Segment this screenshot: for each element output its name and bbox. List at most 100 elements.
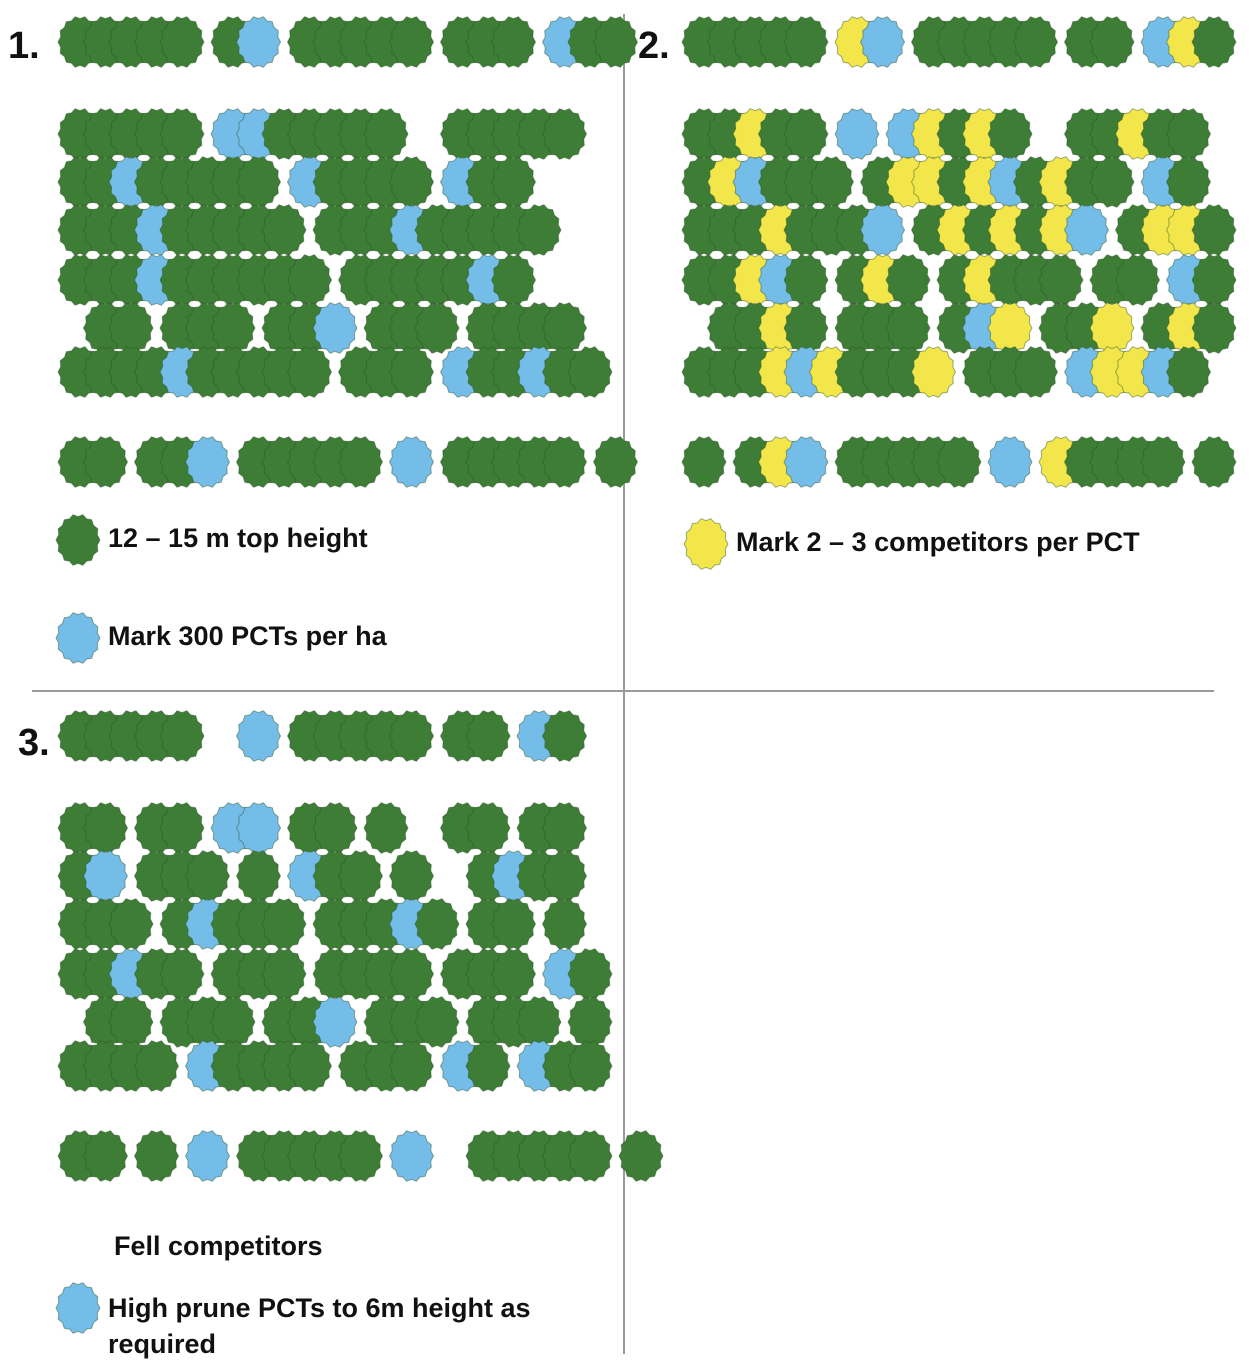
green-tree-icon [108,996,154,1048]
blue-tree-icon [312,302,358,354]
horizontal-divider [32,690,1214,692]
legend-item-fell-competitors: Fell competitors [60,1228,323,1264]
green-tree-icon [261,948,307,1000]
blue-tree-icon [82,850,129,902]
yellow-tree-icon [1089,302,1135,354]
panel-2-number: 2. [638,25,670,67]
green-tree-icon [1191,204,1237,256]
blue-tree-icon [783,436,829,488]
panel-1-number: 1. [8,25,40,67]
green-tree-icon [261,204,307,256]
green-tree-icon [82,436,129,488]
green-tree-icon [567,1130,613,1182]
blue-tree-icon [55,612,101,664]
green-tree-icon [1191,254,1237,306]
green-tree-icon [159,802,205,854]
green-tree-icon [108,302,154,354]
green-tree-icon [490,156,537,208]
green-tree-icon [312,802,358,854]
panel-2-stand [681,16,1237,488]
green-tree-icon [235,156,282,208]
green-tree-icon [1012,16,1059,68]
legend-label-mark-competitors: Mark 2 – 3 competitors per PCT [736,527,1140,557]
green-tree-icon [567,1040,613,1092]
green-tree-icon [783,302,829,354]
green-tree-icon [210,996,256,1048]
green-tree-icon [567,346,613,398]
green-tree-icon [82,1130,129,1182]
legend-item-high-prune: High prune PCTs to 6m height as required [54,1280,628,1362]
green-tree-icon [82,802,129,854]
green-tree-icon [465,710,511,762]
legend-label-top-height: 12 – 15 m top height [108,523,368,553]
green-tree-icon [783,16,829,68]
green-tree-icon [1089,16,1135,68]
green-tree-icon [388,948,435,1000]
green-tree-icon [541,302,588,354]
green-tree-icon [363,802,409,854]
green-tree-icon [1089,156,1135,208]
blue-tree-icon [987,436,1033,488]
blue-tree-icon [184,436,231,488]
legend-item-top-height: 12 – 15 m top height [54,512,368,568]
blue-tree-icon [859,204,906,256]
green-tree-icon [388,1040,435,1092]
green-tree-icon [936,436,982,488]
green-tree-icon [783,108,829,160]
blue-tree-icon [834,108,880,160]
green-tree-icon [235,850,282,902]
green-tree-icon [159,710,205,762]
green-tree-icon [541,108,588,160]
blue-tree-icon [235,16,282,68]
panel-1: 1. 12 – 15 m top height Mark 300 PCTs pe… [0,0,639,690]
green-tree-icon [337,436,384,488]
green-tree-icon [490,254,537,306]
green-tree-icon [541,436,588,488]
green-tree-icon [286,346,333,398]
green-tree-icon [1191,436,1237,488]
green-tree-icon [337,1130,384,1182]
yellow-tree-icon [987,302,1033,354]
green-tree-icon [592,436,639,488]
green-tree-icon [184,850,231,902]
panel-3-stand [57,710,664,1182]
green-tree-icon [681,436,727,488]
blue-tree-icon [388,436,435,488]
panel-3-number: 3. [18,722,50,764]
green-tree-icon [286,254,333,306]
green-tree-icon [1165,108,1212,160]
blue-tree-icon [55,1282,101,1334]
green-tree-icon [1140,436,1186,488]
panel-3: 3. Fell competitors High prune PCTs to 6… [0,692,664,1367]
green-tree-icon [592,16,639,68]
legend-label-fell-competitors: Fell competitors [114,1231,323,1261]
green-tree-icon [1114,254,1161,306]
green-tree-icon [541,850,588,902]
green-tree-icon [261,898,307,950]
green-tree-icon [987,108,1033,160]
green-tree-icon [490,898,537,950]
green-tree-icon [388,710,435,762]
blue-tree-icon [184,1130,231,1182]
green-tree-icon [363,108,409,160]
green-tree-icon [541,898,588,950]
green-tree-icon [55,514,101,566]
green-tree-icon [465,802,511,854]
green-tree-icon [133,1040,180,1092]
green-tree-icon [414,898,460,950]
green-tree-icon [108,898,154,950]
blue-tree-icon [312,996,358,1048]
green-tree-icon [885,254,931,306]
green-tree-icon [490,948,537,1000]
green-tree-icon [516,996,562,1048]
yellow-tree-icon [910,346,957,398]
blue-tree-icon [388,1130,435,1182]
green-tree-icon [783,254,829,306]
blue-tree-icon [235,802,282,854]
green-tree-icon [1165,156,1212,208]
green-tree-icon [1012,346,1059,398]
legend-item-mark-competitors: Mark 2 – 3 competitors per PCT [682,516,1140,572]
green-tree-icon [567,948,613,1000]
legend-label-high-prune: High prune PCTs to 6m height as required [108,1293,531,1359]
green-tree-icon [1165,346,1212,398]
